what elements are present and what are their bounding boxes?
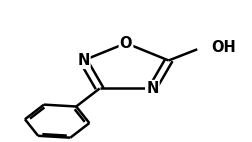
Text: N: N [77, 53, 89, 68]
Text: O: O [120, 36, 132, 51]
Text: N: N [146, 81, 159, 96]
Text: OH: OH [211, 40, 236, 55]
